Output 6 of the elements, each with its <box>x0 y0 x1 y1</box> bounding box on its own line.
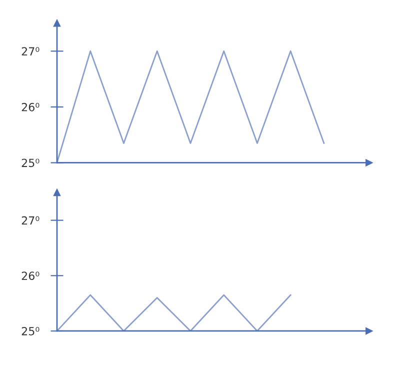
y-tick-label: 26⁰ <box>22 272 40 280</box>
y-tick-label: 27⁰ <box>22 47 40 56</box>
y-tick-label: 27⁰ <box>22 216 40 225</box>
y-tick-label: 26⁰ <box>22 102 40 112</box>
y-tick-label: 25⁰ <box>22 326 40 336</box>
y-tick-label: 25⁰ <box>22 158 40 168</box>
